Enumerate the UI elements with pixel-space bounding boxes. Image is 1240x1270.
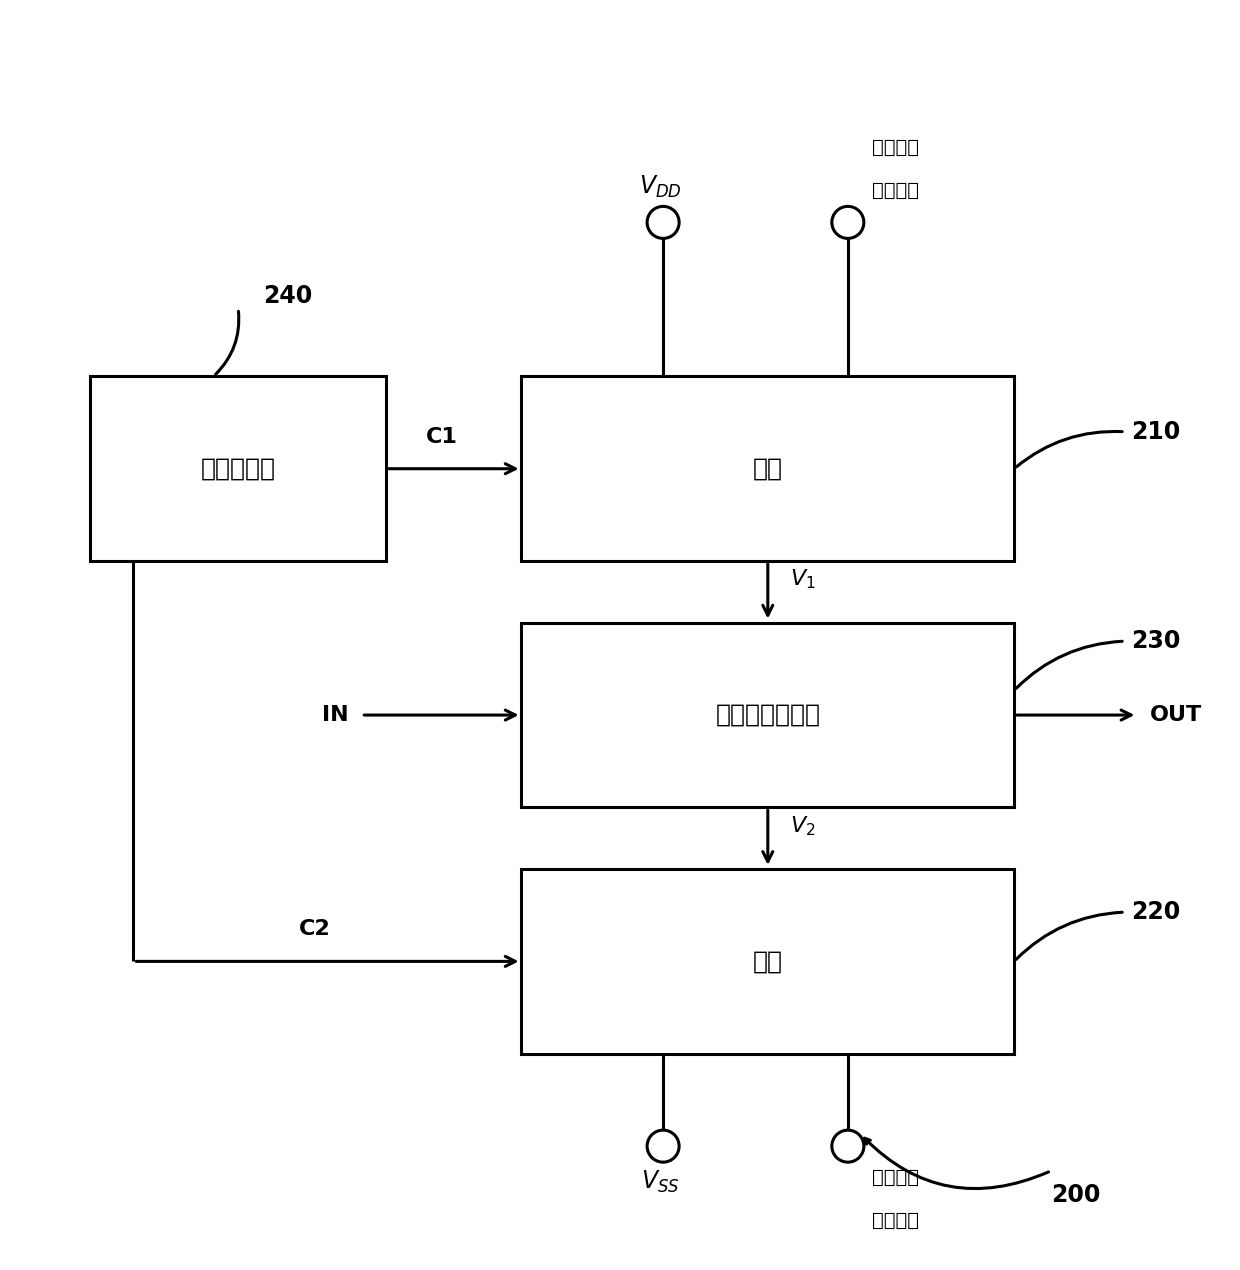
Text: 输入输出缓冲器: 输入输出缓冲器 — [715, 704, 821, 726]
Text: $V_{DD}$: $V_{DD}$ — [640, 174, 682, 201]
Text: OUT: OUT — [1149, 705, 1202, 725]
Text: $V_1$: $V_1$ — [790, 568, 816, 592]
Text: 200: 200 — [1052, 1184, 1100, 1208]
Text: 240: 240 — [263, 284, 312, 309]
Text: $V_2$: $V_2$ — [790, 814, 816, 838]
Text: 220: 220 — [1131, 900, 1180, 925]
Text: 230: 230 — [1131, 629, 1180, 653]
Bar — [91, 376, 386, 561]
Text: 开关: 开关 — [753, 457, 782, 481]
Text: 开关: 开关 — [753, 950, 782, 973]
Text: $V_{SS}$: $V_{SS}$ — [641, 1168, 680, 1195]
Text: C2: C2 — [299, 919, 331, 940]
Bar — [522, 376, 1014, 561]
Text: 210: 210 — [1131, 420, 1180, 443]
Bar — [522, 869, 1014, 1054]
Bar — [522, 622, 1014, 808]
Text: 输出接地: 输出接地 — [873, 1212, 920, 1231]
Text: 可变输入: 可变输入 — [873, 1168, 920, 1187]
Text: IN: IN — [322, 705, 348, 725]
Text: 输出电源: 输出电源 — [873, 182, 920, 201]
Text: 状态寄存器: 状态寄存器 — [201, 457, 275, 481]
Text: C1: C1 — [425, 427, 458, 447]
Text: 可变输入: 可变输入 — [873, 138, 920, 157]
